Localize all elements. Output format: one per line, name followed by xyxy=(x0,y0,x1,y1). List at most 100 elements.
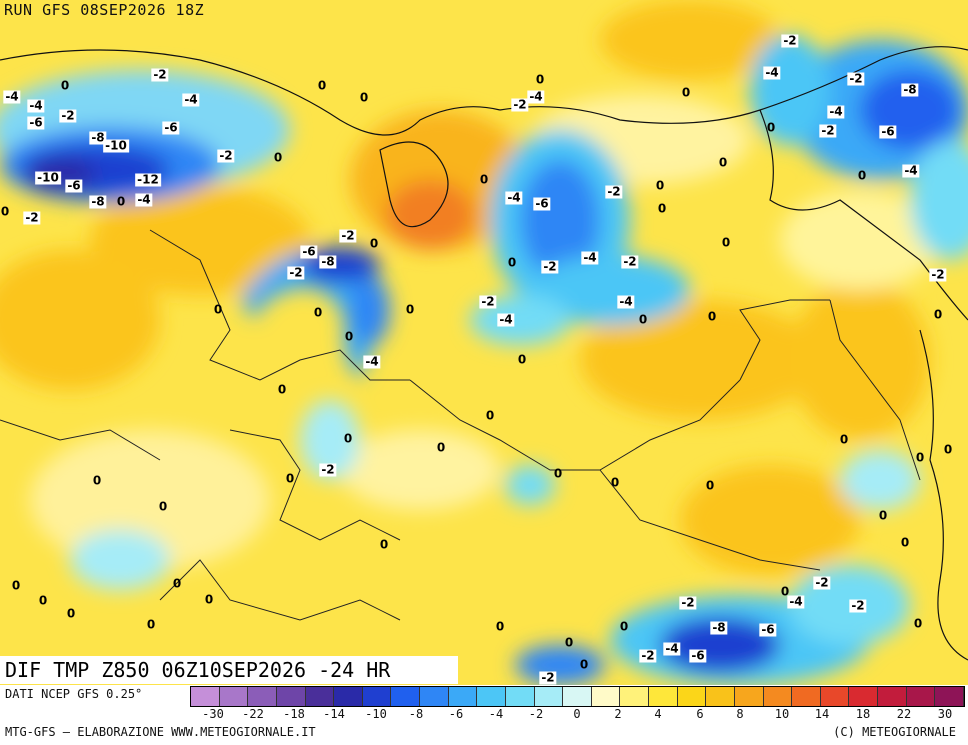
contour-label: -2 xyxy=(479,294,497,309)
temperature-difference-map: RUN GFS 08SEP2026 18Z -4 -4 -6 -2 0 -2 -4 -6 -8-… xyxy=(0,0,968,685)
contour-label: 0 xyxy=(92,473,102,488)
color-scale-swatch xyxy=(591,687,621,706)
contour-label: 0 xyxy=(285,471,295,486)
contour-label: 0 xyxy=(479,172,489,187)
color-scale-tick-label: 14 xyxy=(814,707,830,721)
color-scale-swatch xyxy=(362,687,392,706)
contour-label: 0 xyxy=(681,85,691,100)
contour-label: -2 xyxy=(605,184,623,199)
contour-label: 0 xyxy=(707,309,717,324)
contour-label: 0 xyxy=(11,578,21,593)
contour-label: 0 xyxy=(436,440,446,455)
contour-label: 0 xyxy=(359,90,369,105)
legend-footer: DATI NCEP GFS 0.25° -30 -22 -18 -14 -10 -8 -6-… xyxy=(0,685,968,745)
contour-label: 0 xyxy=(343,431,353,446)
color-scale-tick-label: 0 xyxy=(573,707,581,721)
color-scale-tick-label: -18 xyxy=(283,707,305,721)
contour-label: -2 xyxy=(539,670,557,685)
color-scale-swatch xyxy=(649,687,678,706)
color-scale-swatch xyxy=(334,687,363,706)
color-scale-tick-label: -30 xyxy=(202,707,224,721)
contour-label: 0 xyxy=(495,619,505,634)
contour-label: -8 xyxy=(89,130,107,145)
credit-left: MTG-GFS – ELABORAZIONE WWW.METEOGIORNALE… xyxy=(5,725,316,739)
contour-label: 0 xyxy=(507,255,517,270)
contour-label: -8 xyxy=(901,82,919,97)
color-scale-tick-label: 10 xyxy=(774,707,790,721)
color-scale-swatch xyxy=(276,687,306,706)
contour-label: 0 xyxy=(0,204,10,219)
contour-label: -2 xyxy=(813,575,831,590)
run-title: RUN GFS 08SEP2026 18Z xyxy=(4,1,205,19)
color-scale-swatch xyxy=(305,687,335,706)
contour-label: -2 xyxy=(217,148,235,163)
color-scale-tick-label: 6 xyxy=(696,707,704,721)
contour-label: 0 xyxy=(277,382,287,397)
contour-label: -4 xyxy=(497,312,515,327)
contour-label: 0 xyxy=(213,302,223,317)
contour-label: -2 xyxy=(23,210,41,225)
color-scale-tick-label: -2 xyxy=(528,707,544,721)
contour-label: -4 xyxy=(182,92,200,107)
color-scale-tick-label: 2 xyxy=(614,707,622,721)
contour-label: -4 xyxy=(617,294,635,309)
contour-label: -6 xyxy=(533,196,551,211)
contour-label: 0 xyxy=(60,78,70,93)
contour-label: 0 xyxy=(158,499,168,514)
contour-label: -2 xyxy=(849,598,867,613)
contour-label: 0 xyxy=(146,617,156,632)
contour-label: 0 xyxy=(273,150,283,165)
color-scale-swatch xyxy=(935,687,964,706)
color-scale-swatch xyxy=(248,687,277,706)
contour-label: -12 xyxy=(135,172,161,187)
contour-label: 0 xyxy=(900,535,910,550)
color-scale-tick-label: -8 xyxy=(408,707,424,721)
color-scale-swatch xyxy=(563,687,592,706)
data-source-label: DATI NCEP GFS 0.25° xyxy=(5,687,143,701)
contour-label: -4 xyxy=(827,104,845,119)
color-scale-tick-label: -22 xyxy=(242,707,264,721)
contour-label: -2 xyxy=(929,267,947,282)
contour-label: -2 xyxy=(319,462,337,477)
color-scale-bar xyxy=(190,686,965,707)
contour-label: 0 xyxy=(38,593,48,608)
contour-label: -4 xyxy=(27,98,45,113)
contour-label: 0 xyxy=(116,194,126,209)
color-scale-swatch xyxy=(505,687,535,706)
contour-label: -2 xyxy=(59,108,77,123)
contour-label: -2 xyxy=(287,265,305,280)
contour-label: -6 xyxy=(27,115,45,130)
color-scale-tick-label: 22 xyxy=(896,707,912,721)
contour-label: 0 xyxy=(878,508,888,523)
color-scale-swatch xyxy=(534,687,564,706)
contour-label: -6 xyxy=(65,178,83,193)
contour-label: -2 xyxy=(679,595,697,610)
contour-label: 0 xyxy=(379,537,389,552)
contour-label: -2 xyxy=(511,97,529,112)
contour-label: -8 xyxy=(89,194,107,209)
contour-label: 0 xyxy=(718,155,728,170)
contour-label: 0 xyxy=(933,307,943,322)
color-scale-swatch xyxy=(477,687,506,706)
contour-label: 0 xyxy=(317,78,327,93)
color-scale-tick-label: 30 xyxy=(937,707,953,721)
contour-label: 0 xyxy=(553,466,563,481)
contour-label: 0 xyxy=(66,606,76,621)
contour-label: 0 xyxy=(619,619,629,634)
country-borders xyxy=(0,229,921,621)
color-scale-swatch xyxy=(420,687,449,706)
contour-label: 0 xyxy=(344,329,354,344)
color-scale-tick-label: 8 xyxy=(736,707,744,721)
contour-label: 0 xyxy=(839,432,849,447)
color-scale-swatch xyxy=(763,687,793,706)
contour-label: -6 xyxy=(759,622,777,637)
contour-label: -6 xyxy=(689,648,707,663)
contour-label: -2 xyxy=(339,228,357,243)
contour-label: 0 xyxy=(313,305,323,320)
color-scale-tick-label: 18 xyxy=(855,707,871,721)
contour-label: 0 xyxy=(172,576,182,591)
contour-label: -4 xyxy=(505,190,523,205)
contour-label: 0 xyxy=(405,302,415,317)
contour-label: -10 xyxy=(35,170,61,185)
